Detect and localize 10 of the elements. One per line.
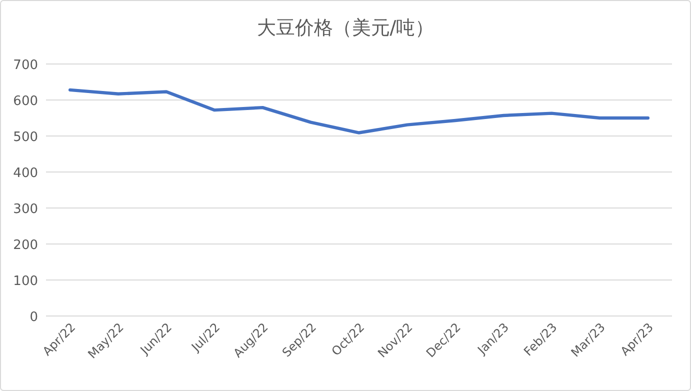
line-series xyxy=(68,88,650,134)
y-tick-label: 600 xyxy=(13,94,38,109)
y-tick-label: 700 xyxy=(13,58,38,73)
y-tick-label: 400 xyxy=(13,166,38,181)
y-tick-label: 200 xyxy=(13,238,38,253)
y-tick-label: 300 xyxy=(13,202,38,217)
y-tick-label: 0 xyxy=(30,310,38,325)
chart-title: 大豆价格（美元/吨） xyxy=(256,17,434,39)
y-tick-label: 100 xyxy=(13,274,38,289)
y-tick-label: 500 xyxy=(13,130,38,145)
